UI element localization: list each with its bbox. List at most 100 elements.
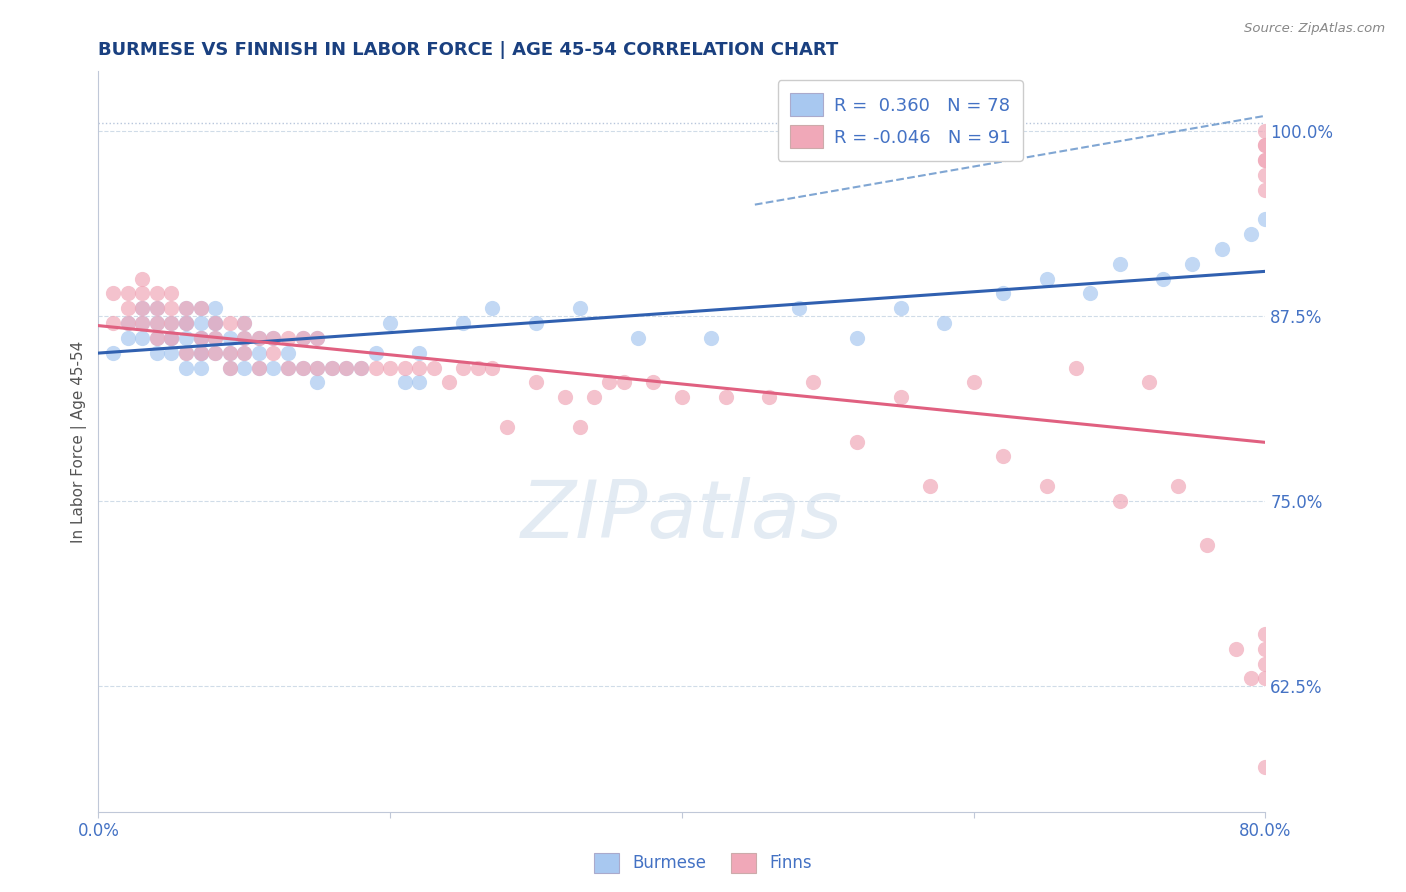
Point	[335, 360, 357, 375]
Point	[1035, 479, 1057, 493]
Point	[1254, 138, 1277, 153]
Point	[437, 376, 460, 390]
Point	[627, 331, 650, 345]
Y-axis label: In Labor Force | Age 45-54: In Labor Force | Age 45-54	[72, 341, 87, 542]
Point	[277, 360, 299, 375]
Point	[190, 331, 212, 345]
Point	[408, 360, 430, 375]
Point	[174, 316, 197, 330]
Point	[1137, 376, 1160, 390]
Point	[174, 331, 197, 345]
Point	[277, 360, 299, 375]
Point	[218, 345, 240, 359]
Point	[1225, 641, 1247, 656]
Point	[277, 345, 299, 359]
Point	[1254, 657, 1277, 671]
Point	[321, 360, 343, 375]
Point	[131, 301, 153, 316]
Point	[218, 331, 240, 345]
Point	[1064, 360, 1087, 375]
Point	[233, 316, 256, 330]
Point	[247, 360, 270, 375]
Point	[307, 331, 329, 345]
Point	[262, 345, 284, 359]
Point	[247, 331, 270, 345]
Point	[218, 360, 240, 375]
Point	[408, 345, 430, 359]
Point	[787, 301, 810, 316]
Point	[335, 360, 357, 375]
Point	[204, 301, 226, 316]
Point	[174, 316, 197, 330]
Point	[262, 331, 284, 345]
Point	[233, 316, 256, 330]
Point	[291, 360, 314, 375]
Point	[934, 316, 956, 330]
Point	[364, 360, 387, 375]
Point	[131, 301, 153, 316]
Point	[160, 331, 183, 345]
Point	[218, 345, 240, 359]
Point	[1254, 212, 1277, 227]
Point	[174, 316, 197, 330]
Point	[190, 301, 212, 316]
Point	[247, 331, 270, 345]
Legend: R =  0.360   N = 78, R = -0.046   N = 91: R = 0.360 N = 78, R = -0.046 N = 91	[778, 80, 1024, 161]
Point	[962, 376, 984, 390]
Point	[160, 316, 183, 330]
Point	[1254, 183, 1277, 197]
Point	[496, 419, 519, 434]
Point	[101, 286, 124, 301]
Point	[846, 434, 869, 449]
Point	[160, 301, 183, 316]
Point	[131, 316, 153, 330]
Point	[394, 360, 416, 375]
Point	[190, 316, 212, 330]
Point	[204, 316, 226, 330]
Point	[307, 360, 329, 375]
Point	[204, 345, 226, 359]
Point	[1254, 760, 1277, 774]
Point	[451, 316, 474, 330]
Point	[131, 271, 153, 285]
Point	[758, 390, 780, 404]
Point	[408, 376, 430, 390]
Point	[174, 360, 197, 375]
Point	[1254, 672, 1277, 686]
Point	[1254, 153, 1277, 168]
Point	[700, 331, 723, 345]
Point	[204, 331, 226, 345]
Point	[262, 360, 284, 375]
Point	[101, 316, 124, 330]
Point	[247, 345, 270, 359]
Point	[117, 301, 139, 316]
Point	[277, 331, 299, 345]
Point	[146, 301, 169, 316]
Point	[160, 345, 183, 359]
Point	[233, 331, 256, 345]
Point	[101, 345, 124, 359]
Point	[612, 376, 634, 390]
Point	[190, 331, 212, 345]
Point	[583, 390, 606, 404]
Point	[307, 331, 329, 345]
Point	[291, 331, 314, 345]
Legend: Burmese, Finns: Burmese, Finns	[588, 847, 818, 880]
Point	[131, 316, 153, 330]
Point	[1195, 538, 1218, 552]
Point	[233, 331, 256, 345]
Point	[380, 360, 402, 375]
Point	[918, 479, 941, 493]
Point	[846, 331, 869, 345]
Point	[307, 360, 329, 375]
Point	[117, 331, 139, 345]
Point	[524, 376, 547, 390]
Point	[568, 419, 591, 434]
Point	[218, 360, 240, 375]
Point	[671, 390, 693, 404]
Point	[568, 301, 591, 316]
Point	[423, 360, 446, 375]
Point	[117, 286, 139, 301]
Point	[160, 316, 183, 330]
Point	[204, 316, 226, 330]
